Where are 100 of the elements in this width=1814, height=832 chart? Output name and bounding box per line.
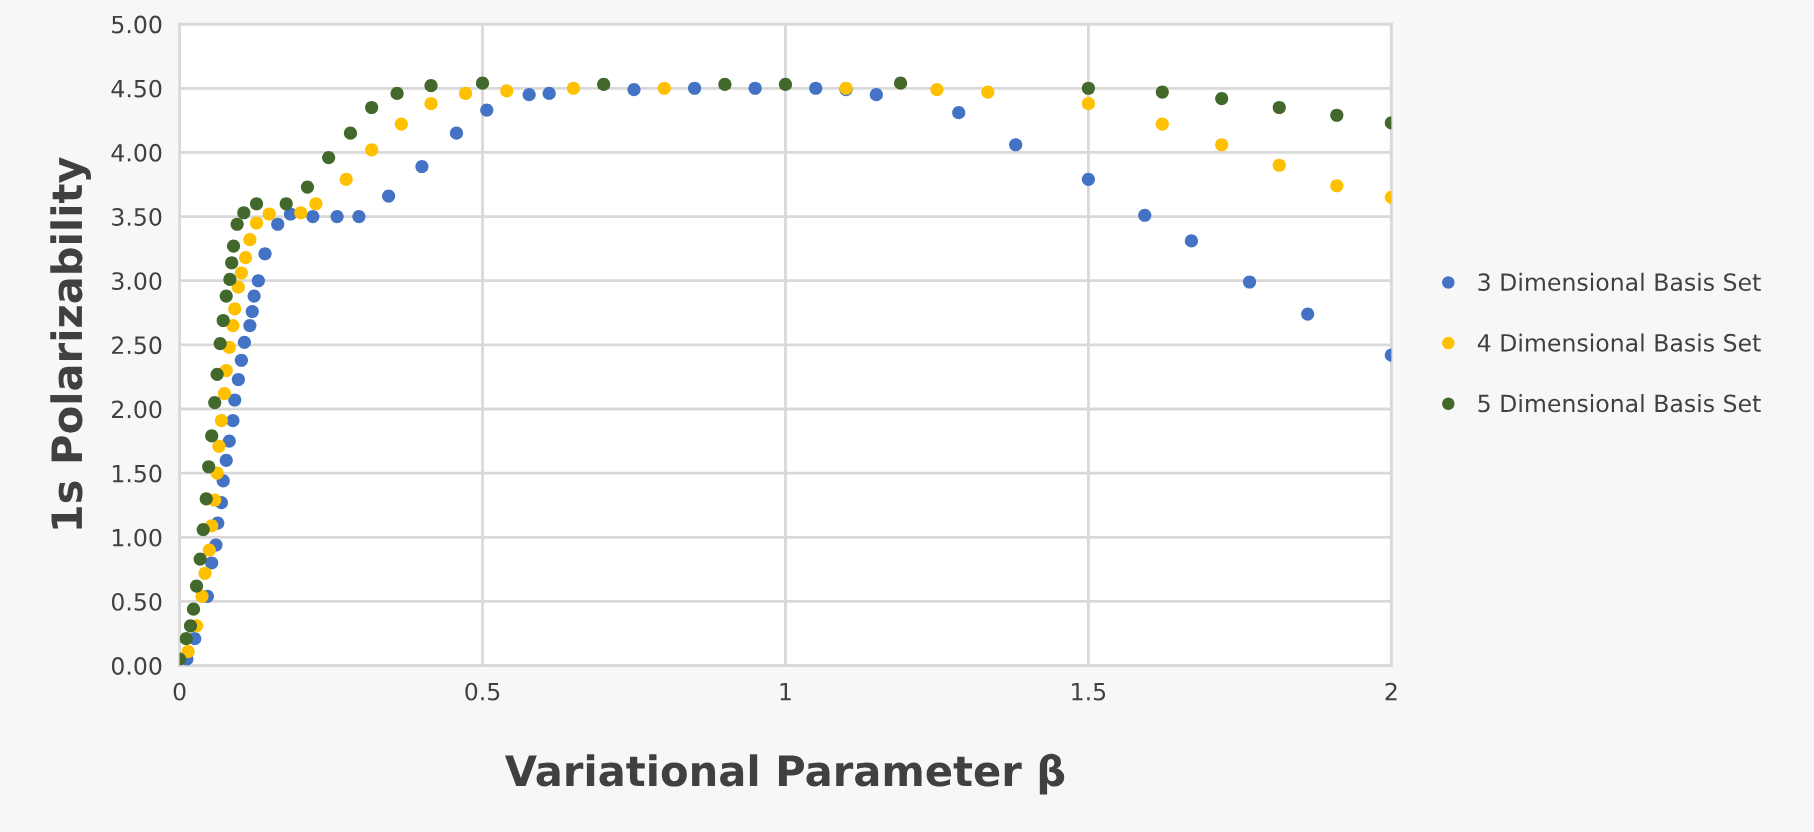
y-tick-label: 1.00 <box>112 528 162 547</box>
legend-label: 3 Dimensional Basis Set <box>1478 272 1761 292</box>
x-tick-label: 0.5 <box>465 682 500 701</box>
point <box>893 76 908 90</box>
point <box>475 76 490 90</box>
point <box>1155 117 1169 131</box>
point <box>196 523 210 537</box>
point <box>1272 158 1286 172</box>
point <box>869 88 883 102</box>
point <box>183 619 198 633</box>
point <box>251 274 265 288</box>
y-tick-label: 4.50 <box>111 79 162 98</box>
point <box>205 556 219 570</box>
y-tick-label: 2.00 <box>112 400 162 419</box>
point <box>1215 91 1229 106</box>
point <box>1009 138 1023 152</box>
point <box>449 126 464 140</box>
point <box>231 280 245 294</box>
y-tick-label: 5.00 <box>112 15 162 34</box>
point <box>231 372 245 387</box>
point <box>458 86 473 100</box>
point <box>219 453 233 467</box>
point <box>237 206 251 220</box>
point <box>1184 234 1198 248</box>
y-tick-label: 0.50 <box>111 592 162 611</box>
point <box>243 233 257 247</box>
point <box>214 413 228 428</box>
x-tick-label: 1.5 <box>1072 682 1106 701</box>
point <box>213 336 227 351</box>
point <box>778 77 793 92</box>
point <box>198 566 212 580</box>
point <box>390 86 404 100</box>
point <box>245 304 259 319</box>
point <box>234 266 248 280</box>
point <box>230 217 244 231</box>
point <box>522 88 536 102</box>
y-axis-title: 1s Polarizability <box>50 157 91 529</box>
point <box>226 319 240 333</box>
point <box>657 81 671 95</box>
point <box>1081 81 1095 95</box>
x-tick-label: 2 <box>1385 682 1397 701</box>
point <box>1155 85 1169 99</box>
point <box>228 393 242 407</box>
point <box>181 644 195 659</box>
point <box>186 602 201 616</box>
point <box>225 256 239 270</box>
y-tick-label: 3.00 <box>112 272 162 291</box>
point <box>222 434 236 448</box>
point <box>300 180 315 194</box>
point <box>226 239 241 253</box>
legend-label: 4 Dimensional Basis Set <box>1477 333 1761 352</box>
point <box>566 81 580 95</box>
point <box>352 209 366 224</box>
point <box>542 86 556 100</box>
point <box>365 143 379 157</box>
point <box>1272 100 1286 115</box>
point <box>234 353 248 367</box>
point <box>1242 275 1257 289</box>
point <box>239 251 253 265</box>
point <box>1081 172 1095 186</box>
point <box>223 272 237 287</box>
point <box>212 439 226 453</box>
point <box>306 209 320 224</box>
point <box>382 189 396 203</box>
point <box>193 552 207 566</box>
point <box>1301 307 1315 321</box>
point <box>202 460 216 474</box>
point <box>210 367 224 381</box>
point <box>424 79 438 93</box>
x-axis-title: Variational Parameter β <box>504 753 1065 795</box>
point <box>279 197 293 211</box>
point <box>219 289 233 303</box>
point <box>247 289 261 303</box>
point <box>226 413 240 428</box>
point <box>597 77 611 92</box>
point <box>627 82 641 97</box>
point <box>480 103 494 117</box>
point <box>1081 97 1095 111</box>
point <box>748 81 762 95</box>
point <box>322 150 336 165</box>
point <box>271 217 285 231</box>
point <box>718 77 732 92</box>
y-tick-label: 4.00 <box>111 143 162 162</box>
point <box>195 589 209 603</box>
point <box>1330 108 1344 122</box>
x-tick-label: 0 <box>173 682 186 701</box>
point <box>394 117 408 131</box>
point <box>179 632 193 646</box>
point <box>249 197 264 211</box>
point <box>237 335 251 349</box>
point <box>294 206 308 220</box>
point <box>309 197 323 211</box>
point <box>687 81 702 95</box>
point <box>339 172 353 186</box>
point <box>365 100 379 115</box>
point <box>343 126 358 140</box>
x-tick-label: 1 <box>780 682 791 701</box>
point <box>258 247 272 261</box>
point <box>199 492 213 506</box>
point <box>1138 208 1152 222</box>
